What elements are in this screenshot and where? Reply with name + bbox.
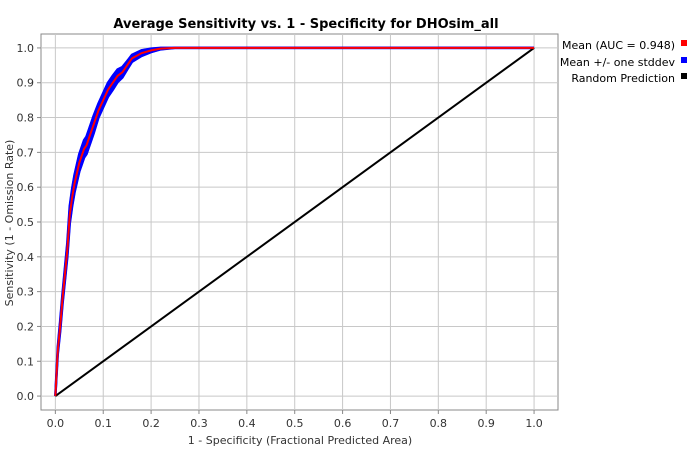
y-tick-label: 0.0 (17, 390, 35, 403)
x-tick-label: 0.5 (286, 417, 304, 430)
chart-title: Average Sensitivity vs. 1 - Specificity … (113, 17, 498, 32)
y-tick-label: 0.3 (17, 286, 35, 299)
legend-swatch-mean (681, 40, 687, 46)
x-tick-label: 0.9 (477, 417, 495, 430)
y-axis-label: Sensitivity (1 - Omission Rate) (3, 140, 16, 307)
legend: Mean (AUC = 0.948) Mean +/- one stddev R… (560, 39, 687, 85)
y-tick-label: 0.2 (17, 320, 35, 333)
random-prediction-line (54, 47, 535, 397)
legend-label-stddev: Mean +/- one stddev (560, 56, 676, 69)
x-tick-label: 0.2 (142, 417, 160, 430)
legend-swatch-stddev (681, 57, 687, 63)
y-axis: 0.0 0.1 0.2 0.3 0.4 0.5 0.6 0.7 0.8 0.9 1.0 (17, 42, 41, 403)
x-tick-label: 0.8 (430, 417, 448, 430)
x-tick-label: 0.3 (190, 417, 208, 430)
x-tick-label: 0.4 (238, 417, 256, 430)
legend-label-mean: Mean (AUC = 0.948) (562, 39, 675, 52)
legend-swatch-random (681, 73, 687, 79)
y-tick-label: 0.9 (17, 77, 35, 90)
y-tick-label: 0.6 (17, 181, 35, 194)
legend-label-random: Random Prediction (571, 72, 675, 85)
x-tick-label: 0.6 (334, 417, 352, 430)
x-tick-label: 0.7 (382, 417, 400, 430)
y-tick-label: 0.1 (17, 355, 35, 368)
y-tick-label: 0.5 (17, 216, 35, 229)
series-layer (54, 46, 535, 397)
x-axis: 0.0 0.1 0.2 0.3 0.4 0.5 0.6 0.7 0.8 0.9 1.0 (47, 410, 543, 430)
y-tick-label: 0.7 (17, 146, 35, 159)
grid (41, 34, 558, 410)
y-tick-label: 0.8 (17, 112, 35, 125)
x-tick-label: 1.0 (525, 417, 543, 430)
x-tick-label: 0.0 (47, 417, 65, 430)
x-tick-label: 0.1 (94, 417, 112, 430)
y-tick-label: 0.4 (17, 251, 35, 264)
y-tick-label: 1.0 (17, 42, 35, 55)
mean-roc-line (54, 46, 535, 397)
x-axis-label: 1 - Specificity (Fractional Predicted Ar… (188, 434, 412, 447)
